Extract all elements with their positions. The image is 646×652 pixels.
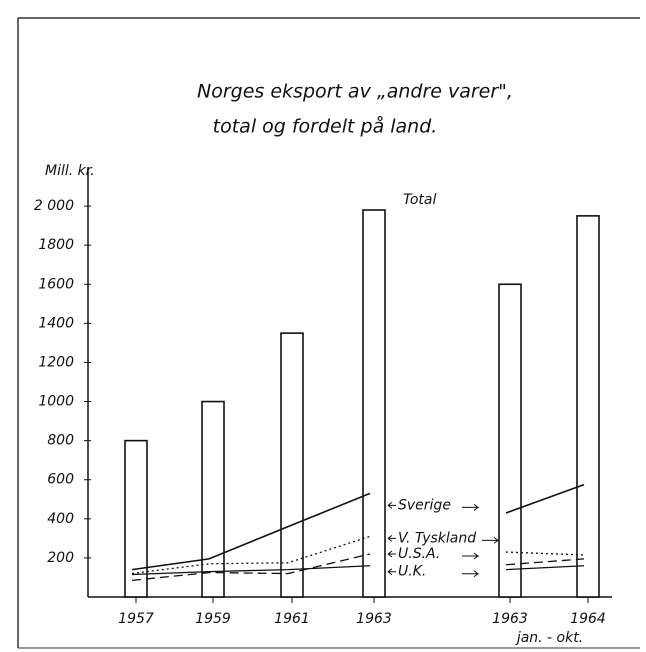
series-label: Sverige xyxy=(398,497,451,513)
y-tick-label: 1600 xyxy=(38,276,74,292)
label-arrow xyxy=(462,552,480,560)
series-line xyxy=(131,565,585,576)
label-arrow xyxy=(387,502,396,509)
chart-subtitle: total og fordelt på land. xyxy=(213,115,438,138)
period-note: jan. - okt. xyxy=(515,630,583,646)
label-arrow xyxy=(387,535,396,542)
x-tick-label: 1959 xyxy=(195,611,231,627)
y-axis-label: Mill. kr. xyxy=(45,163,95,179)
bar xyxy=(280,332,304,598)
bar xyxy=(362,209,386,598)
x-tick-label: 1961 xyxy=(274,611,310,627)
series-line xyxy=(131,553,585,582)
label-arrow xyxy=(462,570,480,578)
bar xyxy=(576,215,600,598)
label-arrow xyxy=(482,537,500,544)
bar xyxy=(498,283,522,598)
x-tick-label: 1964 xyxy=(570,611,606,627)
bar xyxy=(201,400,225,598)
y-tick-label: 1000 xyxy=(38,394,74,410)
label-arrow xyxy=(387,550,396,558)
label-arrow xyxy=(387,568,396,576)
y-tick-label: 200 xyxy=(47,550,74,566)
y-tick-label: 800 xyxy=(47,433,74,449)
y-tick-label: 400 xyxy=(47,511,74,527)
x-tick-label: 1963 xyxy=(492,611,528,627)
x-tick-label: 1963 xyxy=(356,611,392,627)
series-label: V. Tyskland xyxy=(398,530,476,546)
y-tick-label: 1800 xyxy=(38,237,74,253)
x-tick-label: 1957 xyxy=(118,611,154,627)
bar-label: Total xyxy=(403,192,436,208)
bar xyxy=(124,439,148,598)
series-line xyxy=(131,535,585,575)
y-tick-label: 600 xyxy=(47,472,74,488)
y-tick-label: 1400 xyxy=(38,315,74,331)
y-tick-label: 1200 xyxy=(38,354,74,370)
series-line xyxy=(131,483,585,571)
series-label: U.K. xyxy=(398,564,426,580)
chart-title: Norges eksport av „andre varer", xyxy=(197,81,513,103)
y-tick-label: 2 000 xyxy=(34,198,74,214)
label-arrow xyxy=(462,504,480,511)
series-label: U.S.A. xyxy=(398,546,440,562)
